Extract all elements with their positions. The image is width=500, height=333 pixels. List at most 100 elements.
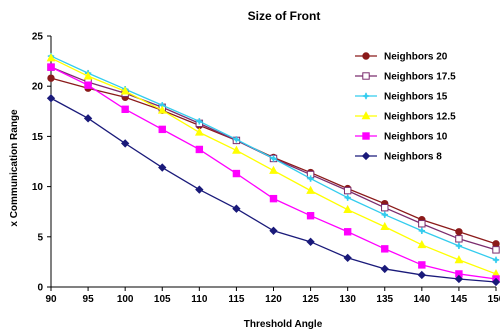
- y-axis-ticks: 0 5 10 15 20 25: [32, 32, 51, 294]
- series-neighbors-10: [47, 63, 500, 283]
- data-point: [381, 245, 389, 253]
- legend-marker: [361, 111, 371, 120]
- data-point: [157, 105, 167, 114]
- data-point: [306, 212, 315, 220]
- y-tick-label: 10: [32, 182, 44, 193]
- data-point: [455, 235, 463, 243]
- series-line: [50, 97, 497, 283]
- data-point: [306, 237, 315, 246]
- x-tick-label: 135: [376, 294, 393, 305]
- data-point: [418, 227, 426, 234]
- legend-item: Neighbors 15: [355, 92, 448, 103]
- data-point: [195, 185, 204, 194]
- data-point: [269, 194, 278, 203]
- data-point: [455, 242, 463, 250]
- data-point: [491, 277, 500, 287]
- x-tick-label: 145: [451, 294, 468, 305]
- data-point: [492, 246, 500, 254]
- x-tick-label: 120: [265, 294, 282, 305]
- x-axis-ticks: 90 95 100 105 110 115 120 125 130 135 140 145 150: [45, 287, 500, 305]
- y-tick-label: 5: [37, 232, 43, 243]
- legend-label: Neighbors 10: [384, 132, 448, 143]
- data-point: [47, 74, 55, 82]
- data-point: [47, 63, 55, 71]
- data-point: [381, 211, 388, 218]
- data-point: [418, 220, 426, 228]
- data-point: [269, 226, 278, 235]
- data-point: [196, 118, 203, 125]
- y-tick-label: 20: [32, 82, 44, 93]
- data-point: [121, 105, 129, 113]
- data-point: [46, 53, 56, 62]
- chart-title: Size of Front: [248, 9, 321, 23]
- x-tick-label: 100: [117, 294, 134, 305]
- legend-label: Neighbors 8: [384, 152, 442, 163]
- x-axis-label: Threshold Angle: [244, 319, 323, 330]
- y-tick-label: 15: [32, 132, 44, 143]
- data-point: [455, 228, 463, 236]
- legend-item: Neighbors 20: [355, 52, 448, 63]
- x-tick-label: 115: [228, 294, 245, 305]
- legend-marker: [362, 92, 370, 100]
- x-tick-label: 150: [488, 294, 500, 305]
- data-point: [380, 221, 390, 231]
- legend-label: Neighbors 17.5: [384, 72, 456, 83]
- data-point: [381, 203, 389, 212]
- x-tick-label: 125: [302, 294, 319, 305]
- legend-label: Neighbors 12.5: [384, 112, 456, 123]
- legend-item: Neighbors 8: [355, 152, 442, 163]
- series-neighbors-12-5: [46, 53, 500, 278]
- data-point: [343, 253, 352, 263]
- data-point: [454, 274, 464, 284]
- data-point: [232, 145, 241, 154]
- data-point: [417, 270, 426, 280]
- x-tick-label: 95: [83, 294, 95, 305]
- data-point: [270, 155, 277, 162]
- data-point: [194, 127, 204, 136]
- data-point: [306, 185, 315, 194]
- data-point: [120, 86, 130, 95]
- series-neighbors-8: [46, 94, 500, 287]
- data-point: [343, 186, 352, 195]
- data-point: [158, 163, 167, 172]
- data-point: [83, 114, 93, 123]
- data-point: [344, 194, 351, 201]
- data-point: [232, 169, 241, 178]
- legend-marker: [362, 52, 370, 60]
- data-point: [418, 261, 426, 269]
- legend-item: Neighbors 17.5: [355, 72, 456, 83]
- data-point: [492, 256, 500, 264]
- data-point: [307, 175, 314, 182]
- series-layer: [46, 52, 500, 287]
- legend-marker: [362, 132, 370, 140]
- legend-marker: [362, 72, 370, 80]
- legend-marker: [361, 151, 371, 161]
- data-point: [84, 81, 92, 89]
- data-point: [232, 204, 241, 213]
- legend: Neighbors 20 Neighbors 17.5 Neighbors 15 Ne…: [355, 52, 456, 163]
- y-tick-label: 0: [37, 283, 43, 294]
- data-point: [195, 145, 204, 154]
- data-point: [417, 239, 427, 249]
- data-point: [343, 204, 353, 213]
- data-point: [454, 255, 464, 264]
- y-tick-label: 25: [32, 32, 44, 43]
- data-point: [492, 240, 500, 248]
- data-point: [46, 94, 56, 103]
- data-point: [83, 71, 93, 80]
- x-tick-label: 130: [339, 294, 356, 305]
- data-point: [233, 136, 240, 143]
- data-point: [158, 125, 166, 134]
- x-tick-label: 105: [154, 294, 171, 305]
- x-tick-label: 140: [413, 294, 430, 305]
- data-point: [343, 228, 352, 236]
- legend-item: Neighbors 10: [355, 132, 448, 143]
- x-tick-label: 90: [45, 294, 57, 305]
- data-point: [269, 165, 278, 174]
- y-axis-label: x Communication Range: [9, 109, 20, 227]
- data-point: [121, 139, 130, 148]
- data-point: [380, 264, 389, 274]
- legend-item: Neighbors 12.5: [355, 111, 456, 123]
- x-tick-label: 110: [191, 294, 208, 305]
